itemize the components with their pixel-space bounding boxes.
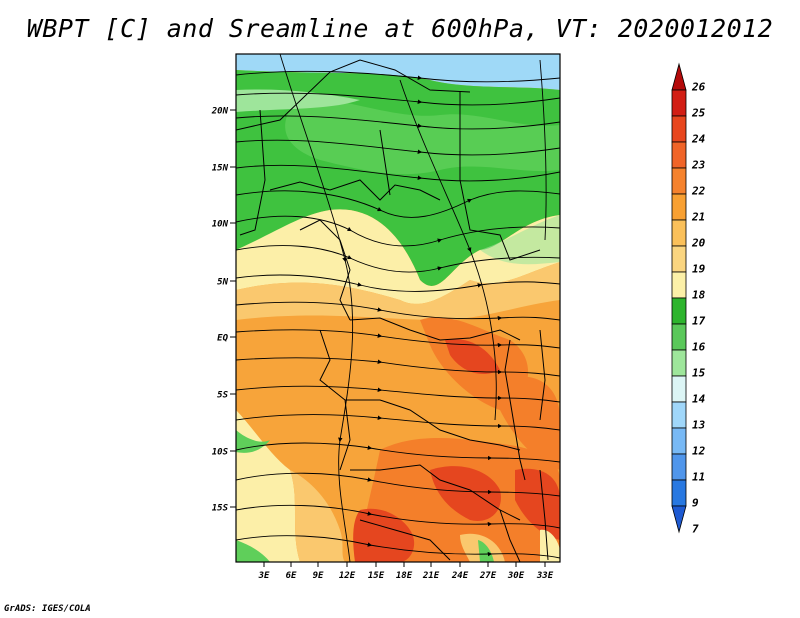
colorbar-label: 11 xyxy=(692,471,705,484)
lat-label: 10S xyxy=(212,448,229,458)
lat-label: 15N xyxy=(212,164,229,174)
colorbar-segment xyxy=(671,141,687,169)
colorbar-segment xyxy=(671,401,687,429)
chart-title: WBPT [C] and Sreamline at 600hPa, VT: 20… xyxy=(26,14,774,43)
colorbar-segment xyxy=(671,167,687,195)
colorbar-label: 19 xyxy=(692,263,706,276)
colorbar-segment xyxy=(671,375,687,403)
footer-credit: GrADS: IGES/COLA xyxy=(4,604,91,614)
colorbar-label: 9 xyxy=(692,497,699,510)
lat-label: 5S xyxy=(217,391,228,401)
colorbar-segment xyxy=(671,219,687,247)
lon-label: 30E xyxy=(507,571,525,581)
colorbar-label: 7 xyxy=(692,523,699,536)
lat-label: 10N xyxy=(212,220,229,230)
colorbar-segment xyxy=(671,89,687,117)
colorbar-label: 18 xyxy=(692,289,706,302)
colorbar-label: 15 xyxy=(692,367,706,380)
colorbar-segment xyxy=(671,453,687,481)
colorbar-segment xyxy=(671,271,687,299)
colorbar-label: 24 xyxy=(691,133,706,146)
colorbar-label: 17 xyxy=(692,315,706,328)
map-frame xyxy=(235,53,561,563)
latitude-axis: 20N 15N 10N 5N EQ 5S 10S 15S xyxy=(211,107,236,514)
colorbar-bottom-arrow xyxy=(671,505,687,534)
colorbar-label: 21 xyxy=(691,211,705,224)
colorbar-label: 16 xyxy=(692,341,706,354)
lon-label: 33E xyxy=(536,571,554,581)
longitude-axis: 3E 6E 9E 12E 15E 18E 21E 24E 27E 30E 33E xyxy=(258,562,554,581)
colorbar-label: 25 xyxy=(691,107,706,120)
colorbar-segment xyxy=(671,427,687,455)
lon-label: 6E xyxy=(286,571,297,581)
lon-label: 18E xyxy=(396,571,413,581)
lon-label: 12E xyxy=(339,571,356,581)
lat-label: 5N xyxy=(217,278,228,288)
colorbar-segment xyxy=(671,297,687,325)
colorbar-label: 20 xyxy=(691,237,706,250)
colorbar-segment xyxy=(671,245,687,273)
colorbar-segment xyxy=(671,115,687,143)
country-borders xyxy=(236,59,549,562)
colorbar-segment xyxy=(671,349,687,377)
colorbar-label: 26 xyxy=(691,81,706,94)
colorbar-top-arrow xyxy=(671,62,687,91)
lat-label: EQ xyxy=(217,334,228,344)
lon-label: 24E xyxy=(451,571,469,581)
colorbar-label: 22 xyxy=(691,185,706,198)
lon-label: 9E xyxy=(313,571,324,581)
lon-label: 3E xyxy=(258,571,270,581)
streamlines xyxy=(236,54,560,562)
lon-label: 15E xyxy=(368,571,385,581)
colorbar-label: 13 xyxy=(692,419,706,432)
colorbar-segment xyxy=(671,479,687,507)
lat-label: 20N xyxy=(211,107,229,117)
colorbar-label: 12 xyxy=(692,445,706,458)
lat-label: 15S xyxy=(212,504,229,514)
lon-label: 21E xyxy=(422,571,440,581)
lon-label: 27E xyxy=(479,571,497,581)
colorbar-label: 14 xyxy=(692,393,706,406)
colorbar-segment xyxy=(671,323,687,351)
colorbar-segment xyxy=(671,193,687,221)
colorbar-label: 23 xyxy=(691,159,706,172)
